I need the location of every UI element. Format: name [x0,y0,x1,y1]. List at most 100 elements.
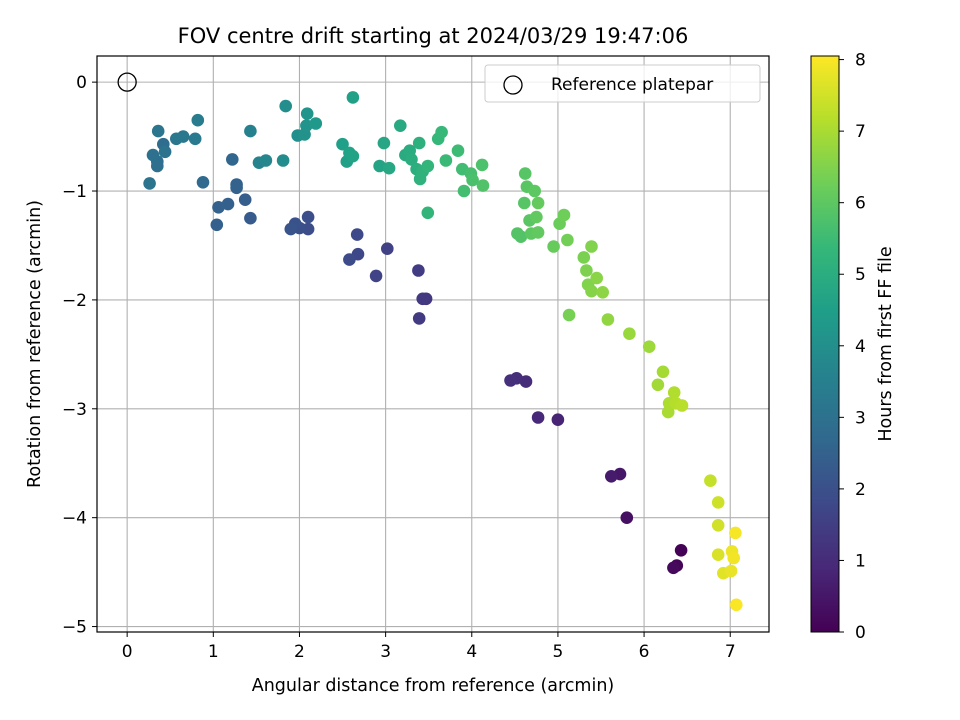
y-tick-label: 0 [76,73,87,93]
data-point [146,148,160,162]
data-point [226,153,239,166]
colorbar-tick-label: 6 [855,194,866,214]
y-tick-label: −5 [62,618,87,638]
colorbar-ticks: 0 1 2 3 4 5 6 7 8 [839,51,866,643]
y-tick-label: −3 [62,400,87,420]
data-point [221,197,235,211]
data-point [191,113,205,127]
colorbar-tick-label: 3 [855,408,866,428]
data-point [561,233,574,247]
data-point [704,474,717,488]
chart-title: FOV centre drift starting at 2024/03/29 … [178,24,689,48]
plot-frame [96,55,770,633]
data-point [377,136,391,150]
data-point [416,292,430,306]
x-tick-label: 3 [380,642,391,662]
x-tick-label: 4 [466,642,477,662]
data-point [230,178,243,191]
x-tick-label: 1 [208,642,219,662]
data-point [309,117,323,130]
data-point [518,196,531,210]
data-point [158,145,172,159]
legend-label: Reference platepar [551,75,713,95]
data-point [547,240,560,253]
data-point [504,374,517,387]
colorbar-tick-label: 1 [855,551,866,571]
data-point [451,144,465,157]
x-tick-label: 5 [553,642,564,662]
y-axis-ticks: 0 −1 −2 −3 −4 −5 [62,73,97,638]
data-point [590,271,603,285]
data-point [585,284,598,298]
x-tick-label: 6 [639,642,650,662]
data-point [711,496,725,509]
data-point [151,159,164,173]
y-tick-label: −1 [62,182,87,202]
data-point [557,208,571,222]
data-point [514,230,528,243]
colorbar-tick-label: 7 [855,122,866,142]
data-point [238,193,252,206]
data-point [212,201,225,214]
data-point [276,154,290,167]
data-point [259,154,273,167]
colorbar-label: Hours from first FF file [876,246,896,441]
data-point [435,125,448,139]
data-point [421,206,435,220]
data-point [300,119,313,132]
data-point [530,210,543,224]
data-point [151,124,165,138]
reference-point [117,72,137,92]
data-point [244,211,257,225]
data-point [475,158,489,172]
data-point [369,269,383,283]
data-point [667,386,681,399]
data-point [300,107,314,120]
data-point [620,511,634,524]
data-point [279,99,293,113]
reference-marker [117,72,137,92]
data-point [301,210,315,224]
data-point [284,222,298,236]
data-point [531,411,545,424]
data-point [412,264,425,277]
colorbar-tick-label: 5 [855,265,866,285]
x-tick-label: 0 [122,642,133,662]
data-point [711,548,725,561]
x-tick-label: 2 [294,642,305,662]
y-tick-label: −4 [62,509,87,529]
data-point [244,124,257,138]
data-point [143,177,156,190]
data-point [210,218,224,232]
data-point [381,242,394,255]
data-point [651,378,665,392]
colorbar: 0 1 2 3 4 5 6 7 8 Hours from first FF file [810,51,896,643]
colorbar-tick-label: 4 [855,337,866,357]
data-point [642,340,656,354]
data-point [667,561,680,575]
colorbar-tick-label: 0 [855,623,866,643]
data-point [601,313,615,326]
data-point [551,413,565,427]
data-point [528,184,541,198]
data-point [421,159,435,173]
x-axis-label: Angular distance from reference (arcmin) [252,676,615,696]
data-point [382,161,396,175]
data-point [518,167,532,180]
data-point [457,184,471,198]
data-point [605,470,618,483]
data-point [580,264,593,277]
y-tick-label: −2 [62,291,87,311]
data-point [656,365,670,379]
data-point [711,519,725,532]
data-point [350,228,364,241]
data-point [596,286,609,299]
data-point [188,132,202,146]
x-axis-ticks: 0 1 2 3 4 5 6 7 [122,632,736,662]
data-point [405,153,418,166]
y-axis-label: Rotation from reference (arcmin) [25,200,45,488]
data-point [674,544,688,557]
data-point [730,598,743,612]
data-point [623,327,636,341]
